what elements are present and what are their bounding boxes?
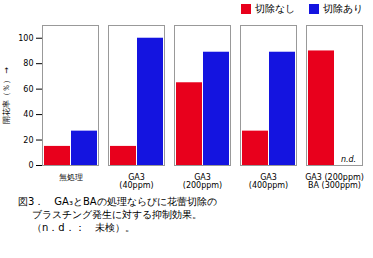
svg-text:GA3 (200ppm)BA (300ppm): GA3 (200ppm)BA (300ppm) <box>305 173 364 190</box>
svg-text:GA3(200ppm): GA3(200ppm) <box>183 173 222 190</box>
svg-text:無処理: 無処理 <box>59 173 83 182</box>
svg-text:80: 80 <box>23 59 33 68</box>
html-text:切除あり: 切除あり <box>323 3 363 14</box>
svg-text:100: 100 <box>18 34 33 43</box>
html-text:図3． GA₃とBAの処理ならびに花蕾切除の: 図3． GA₃とBAの処理ならびに花蕾切除の <box>18 196 217 207</box>
svg-text:60: 60 <box>23 85 33 94</box>
html-text:切除なし: 切除なし <box>255 3 295 14</box>
svg-text:開花率（％） →: 開花率（％） → <box>2 67 11 125</box>
html-text:ブラスチング発生に対する抑制効果。: ブラスチング発生に対する抑制効果。 <box>32 209 202 220</box>
svg-text:40: 40 <box>23 110 33 119</box>
svg-text:20: 20 <box>23 136 33 145</box>
svg-text:GA3(40ppm): GA3(40ppm) <box>119 173 153 190</box>
svg-text:0: 0 <box>28 161 33 170</box>
svg-text:GA3(400ppm): GA3(400ppm) <box>249 173 288 190</box>
svg-text:n.d.: n.d. <box>341 155 356 164</box>
html-text:（n．d．： 未検）。: （n．d．： 未検）。 <box>32 222 135 233</box>
